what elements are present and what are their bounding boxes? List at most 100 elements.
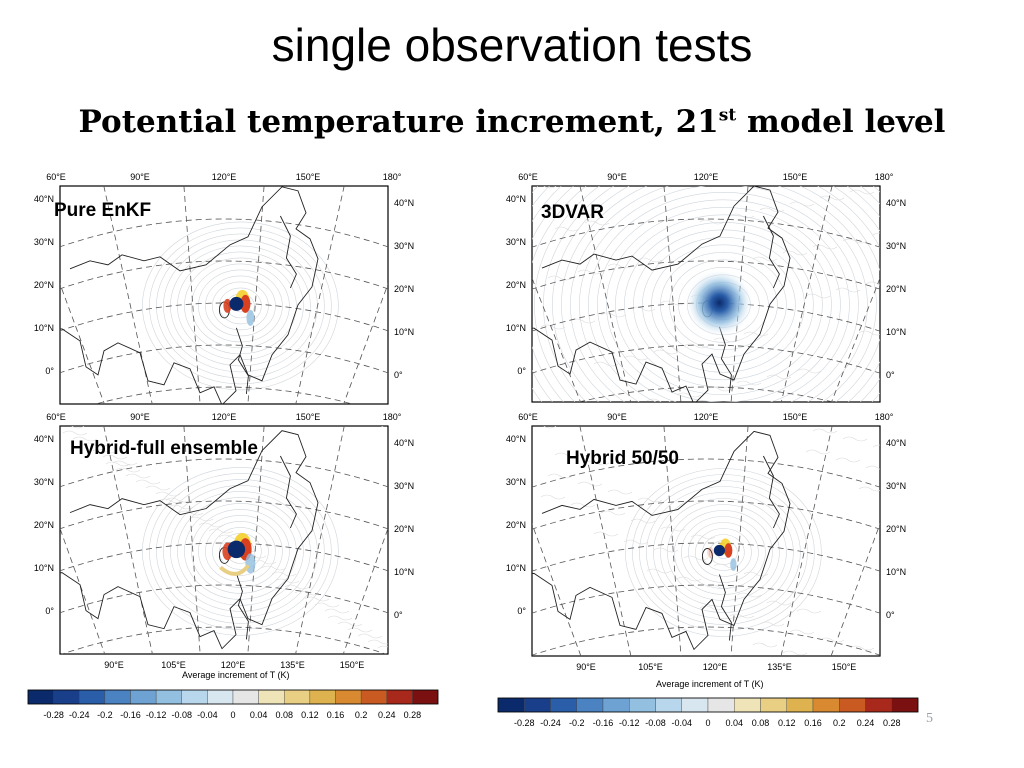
colorbar-tick-label: 0.28	[883, 718, 901, 728]
colorbar-tick-label: -0.24	[69, 710, 90, 720]
japan-coastline	[279, 455, 297, 529]
lon-tick-top: 120°E	[694, 172, 719, 182]
latitude-line	[532, 302, 880, 332]
lon-tick-bottom: 90°E	[104, 660, 124, 670]
noise-contour	[155, 491, 181, 497]
colorbar-segment	[655, 697, 682, 713]
map-svg-hybrid-full: 60°E 90°E 120°E 150°E 180° 40°N 30°N 20°N 10°N 0°…	[34, 412, 414, 670]
contour-ring	[191, 263, 290, 349]
panel-label-pure-enkf: Pure EnKF	[54, 200, 152, 221]
colorbar-tick-label: 0	[705, 718, 710, 728]
noise-contour	[872, 232, 880, 236]
colorbar-segment	[734, 697, 761, 713]
noise-contour	[304, 596, 330, 602]
noise-contour	[60, 426, 85, 429]
contour-ring	[653, 492, 794, 613]
lat-tick-left: 30°N	[34, 237, 54, 247]
meridian-line	[295, 426, 345, 654]
map-content	[60, 186, 388, 404]
lat-tick-left: 40°N	[506, 434, 526, 444]
noise-contour	[676, 392, 702, 398]
noise-contour	[347, 627, 373, 633]
lon-tick-bottom: 150°E	[832, 662, 857, 672]
lon-tick-bottom: 105°E	[161, 660, 186, 670]
lat-tick-right: 40°N	[886, 198, 906, 208]
noise-contour	[752, 642, 778, 648]
lat-tick-right: 40°N	[394, 438, 414, 448]
colorbar-segment	[839, 697, 866, 713]
contour-ring	[625, 468, 822, 637]
noise-contour	[188, 516, 214, 522]
contour-ring	[651, 244, 796, 366]
increment-blue-lobe	[246, 309, 255, 326]
lat-tick-right: 30°N	[886, 241, 906, 251]
colorbar-segment	[891, 697, 919, 713]
noise-contour	[683, 555, 709, 561]
colorbar-tick-label: 0.24	[857, 718, 875, 728]
noise-contour	[849, 189, 875, 195]
contour-ring	[543, 186, 880, 402]
noise-contour	[584, 460, 610, 466]
map-content	[532, 186, 880, 402]
noise-contour	[766, 374, 792, 380]
noise-contour	[261, 565, 287, 571]
increment-red-lobe	[240, 294, 251, 313]
noise-contour	[653, 349, 679, 355]
colorbar-tick-label: 0.16	[327, 710, 345, 720]
noise-contour	[782, 250, 808, 256]
colorbar-tick-label: -0.2	[569, 718, 585, 728]
colorbar-tick-label: -0.28	[514, 718, 535, 728]
contour-ring	[695, 528, 752, 577]
noise-contour	[600, 510, 626, 516]
meridian-line	[343, 282, 388, 404]
colorbar-right-svg: -0.28 -0.24 -0.2 -0.16 -0.12 -0.08 -0.04 0 0.04 0…	[497, 697, 919, 728]
latitude-line	[532, 218, 880, 248]
noise-contour	[676, 576, 702, 582]
increment-blue-lobe	[245, 553, 256, 574]
colorbar-segment	[79, 689, 106, 705]
noise-contour	[660, 526, 686, 532]
latitude-line	[60, 260, 388, 290]
meridian-line	[830, 522, 880, 656]
colorbar-tick-label: 0.08	[752, 718, 770, 728]
noise-contour	[145, 485, 171, 491]
meridian-line	[183, 426, 201, 654]
lat-tick-right: 0°	[886, 370, 895, 380]
noise-contour	[540, 494, 566, 500]
contour-ring	[552, 186, 880, 402]
noise-contour	[62, 430, 88, 436]
meridian-line	[780, 186, 833, 402]
contour-ring	[588, 192, 859, 402]
coastline	[532, 186, 791, 402]
latitude-line	[532, 626, 880, 656]
noise-contour	[623, 539, 649, 545]
noise-contour	[835, 457, 861, 463]
map-frame	[531, 185, 881, 403]
lon-tick-bottom: 135°E	[767, 662, 792, 672]
noise-contour	[547, 275, 573, 281]
colorbar-segment	[681, 697, 709, 713]
noise-contour	[872, 444, 880, 448]
colorbar-segment	[412, 689, 439, 705]
noise-contour	[577, 269, 603, 275]
noise-contour	[752, 256, 778, 262]
colorbar-tick-label: -0.24	[540, 718, 561, 728]
contour-ring	[570, 186, 877, 402]
colorbar-tick-label: -0.08	[645, 718, 666, 728]
noise-contour	[294, 590, 320, 596]
colorbar-segment	[760, 697, 787, 713]
colorbar-tick-label: -0.04	[671, 718, 692, 728]
noise-contour	[819, 195, 845, 201]
noise-contour	[736, 592, 762, 598]
meridian-line	[295, 186, 345, 404]
noise-contour	[105, 461, 131, 467]
lat-tick-left: 20°N	[506, 520, 526, 530]
lat-tick-left: 30°N	[506, 237, 526, 247]
colorbar-segment	[786, 697, 814, 713]
noise-contour	[646, 568, 672, 574]
meridian-line	[247, 186, 265, 404]
noise-contour	[713, 337, 739, 343]
colorbar-tick-label: 0.12	[778, 718, 796, 728]
philippines-coastline	[718, 326, 732, 393]
lat-tick-right: 10°N	[886, 567, 906, 577]
